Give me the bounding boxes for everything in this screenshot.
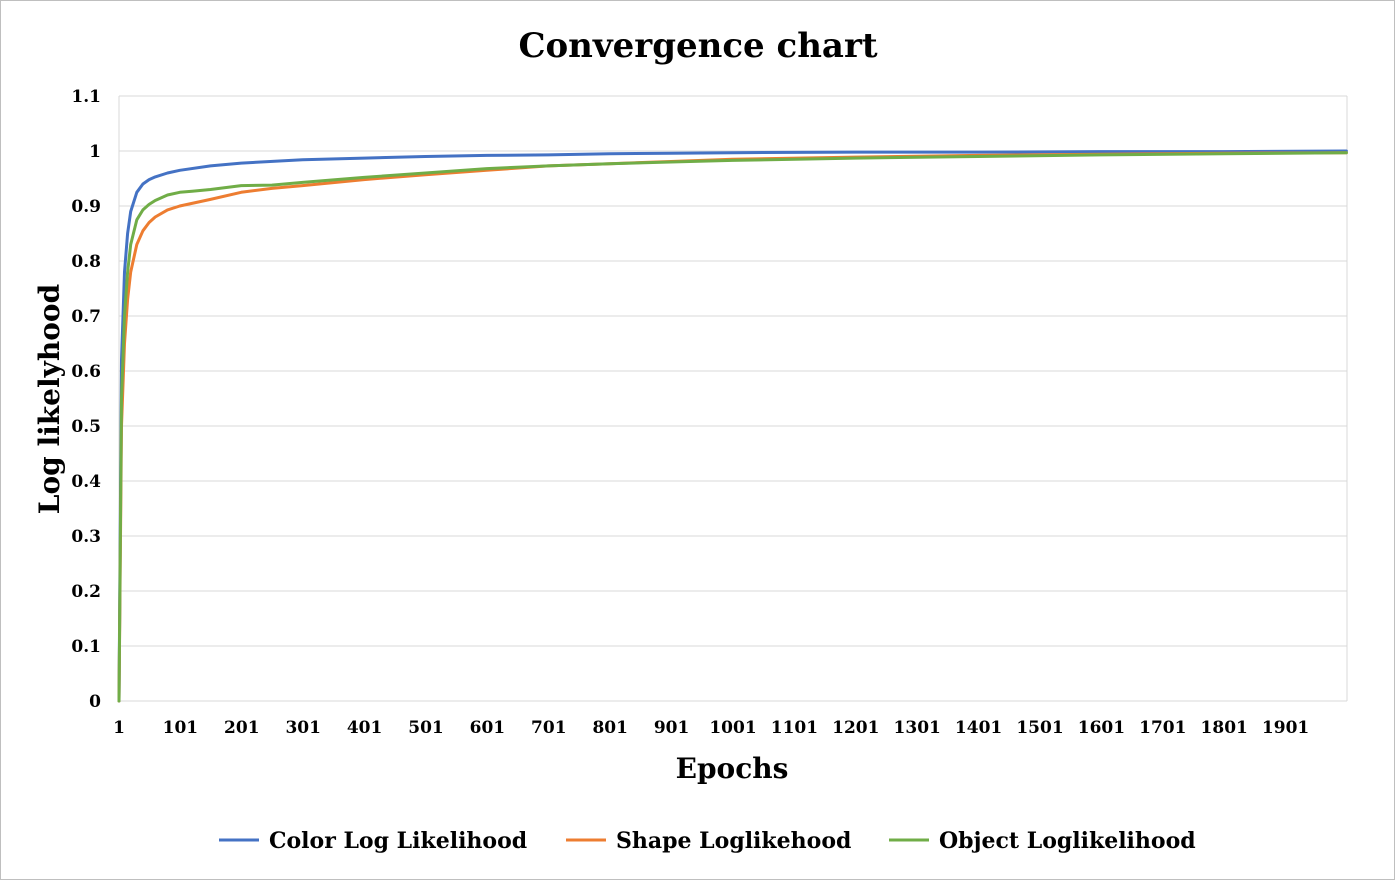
x-tick-labels: 1 101 201 301 401 501 601 701 801 901 1001 1101 1201… bbox=[113, 718, 1309, 738]
x-tick-label: 501 bbox=[408, 718, 444, 738]
x-tick-label: 1401 bbox=[955, 718, 1002, 738]
y-tick-label: 1 bbox=[89, 142, 101, 162]
x-tick-label: 1501 bbox=[1016, 718, 1063, 738]
legend-label: Color Log Likelihood bbox=[269, 828, 527, 854]
y-tick-label: 0.7 bbox=[71, 307, 101, 327]
gridlines bbox=[118, 95, 1348, 702]
series-line-2 bbox=[117, 151, 1348, 703]
y-tick-label: 0.2 bbox=[71, 582, 101, 602]
y-tick-label: 0.9 bbox=[71, 197, 101, 217]
y-tick-label: 0.4 bbox=[71, 472, 101, 492]
x-tick-label: 301 bbox=[285, 718, 321, 738]
x-tick-label: 1901 bbox=[1262, 718, 1309, 738]
series-lines bbox=[117, 149, 1348, 703]
x-tick-label: 1001 bbox=[709, 718, 756, 738]
x-tick-label: 1601 bbox=[1078, 718, 1125, 738]
x-tick-label: 1701 bbox=[1139, 718, 1186, 738]
x-tick-label: 1101 bbox=[771, 718, 818, 738]
y-axis-title: Log likelyhood bbox=[33, 284, 66, 514]
x-tick-label: 1 bbox=[113, 718, 125, 738]
y-tick-label: 0.6 bbox=[71, 362, 101, 382]
x-axis-title: Epochs bbox=[676, 752, 789, 785]
x-tick-label: 1201 bbox=[832, 718, 879, 738]
x-tick-label: 801 bbox=[592, 718, 628, 738]
y-tick-label: 0 bbox=[89, 692, 101, 712]
y-tick-label: 0.1 bbox=[71, 637, 101, 657]
y-tick-label: 0.5 bbox=[71, 417, 101, 437]
x-tick-label: 101 bbox=[163, 718, 199, 738]
y-tick-label: 0.3 bbox=[71, 527, 101, 547]
x-tick-label: 1301 bbox=[894, 718, 941, 738]
legend-label: Object Loglikelihood bbox=[939, 828, 1196, 854]
x-tick-label: 401 bbox=[347, 718, 383, 738]
series-line-1 bbox=[117, 149, 1348, 703]
y-tick-labels: 0 0.1 0.2 0.3 0.4 0.5 0.6 0.7 0.8 0.9 1 1.1 bbox=[71, 87, 101, 712]
x-tick-label: 601 bbox=[470, 718, 506, 738]
x-tick-label: 1801 bbox=[1201, 718, 1248, 738]
y-tick-label: 0.8 bbox=[71, 252, 101, 272]
y-tick-label: 1.1 bbox=[71, 87, 101, 107]
chart-title: Convergence chart bbox=[518, 26, 877, 66]
x-tick-label: 901 bbox=[654, 718, 690, 738]
legend: Color Log Likelihood Shape Loglikehood Obj… bbox=[219, 828, 1196, 854]
series-line-3 bbox=[117, 151, 1348, 703]
x-tick-label: 701 bbox=[531, 718, 567, 738]
legend-label: Shape Loglikehood bbox=[616, 828, 851, 854]
x-tick-label: 201 bbox=[224, 718, 260, 738]
